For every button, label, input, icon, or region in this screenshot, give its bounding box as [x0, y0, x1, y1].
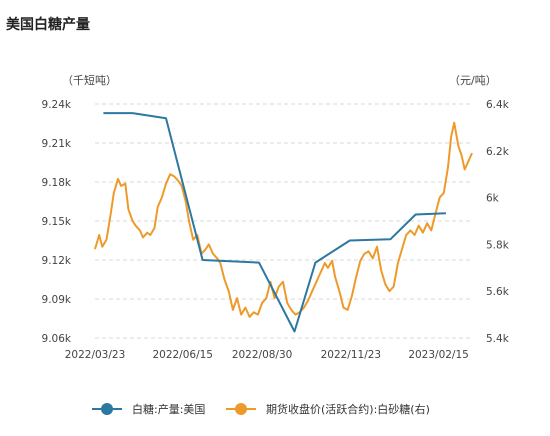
x-tick-label: 2022/11/23	[321, 349, 382, 361]
series-layer	[94, 112, 473, 333]
right-axis: 5.4k 5.6k 5.8k 6k 6.2k 6.4k	[486, 99, 510, 345]
left-tick-label: 9.24k	[42, 99, 72, 111]
right-tick-label: 6k	[486, 193, 500, 205]
right-tick-label: 5.8k	[486, 239, 510, 251]
left-tick-label: 9.15k	[42, 216, 72, 228]
legend-label: 白糖:产量:美国	[132, 402, 205, 416]
x-tick-label: 2022/06/15	[152, 349, 213, 361]
legend-marker	[101, 403, 113, 415]
left-tick-label: 9.09k	[42, 294, 72, 306]
left-tick-label: 9.12k	[42, 255, 72, 267]
legend-marker	[235, 403, 247, 415]
page-title: 美国白糖产量	[6, 17, 90, 33]
x-axis: 2022/03/23 2022/06/15 2022/08/30 2022/11/23…	[65, 349, 469, 361]
right-tick-label: 6.4k	[486, 99, 510, 111]
right-tick-label: 6.2k	[486, 146, 510, 158]
right-axis-unit: （元/吨）	[449, 74, 497, 87]
series-line-1	[103, 112, 446, 333]
left-tick-label: 9.21k	[42, 138, 72, 150]
legend-label: 期货收盘价(活跃合约):白砂糖(右)	[266, 402, 430, 416]
left-axis-unit: （千短吨）	[62, 73, 117, 87]
x-tick-label: 2022/08/30	[232, 349, 293, 361]
right-tick-label: 5.4k	[486, 333, 510, 345]
left-tick-label: 9.06k	[42, 333, 72, 345]
grid-layer	[95, 103, 472, 339]
left-tick-label: 9.18k	[42, 177, 72, 189]
x-tick-label: 2022/03/23	[65, 349, 126, 361]
legend: 白糖:产量:美国 期货收盘价(活跃合约):白砂糖(右)	[92, 402, 430, 416]
left-axis: 9.06k 9.09k 9.12k 9.15k 9.18k 9.21k 9.24k	[42, 99, 72, 345]
x-tick-label: 2023/02/15	[408, 349, 469, 361]
series-line-2	[94, 121, 473, 318]
right-tick-label: 5.6k	[486, 286, 510, 298]
